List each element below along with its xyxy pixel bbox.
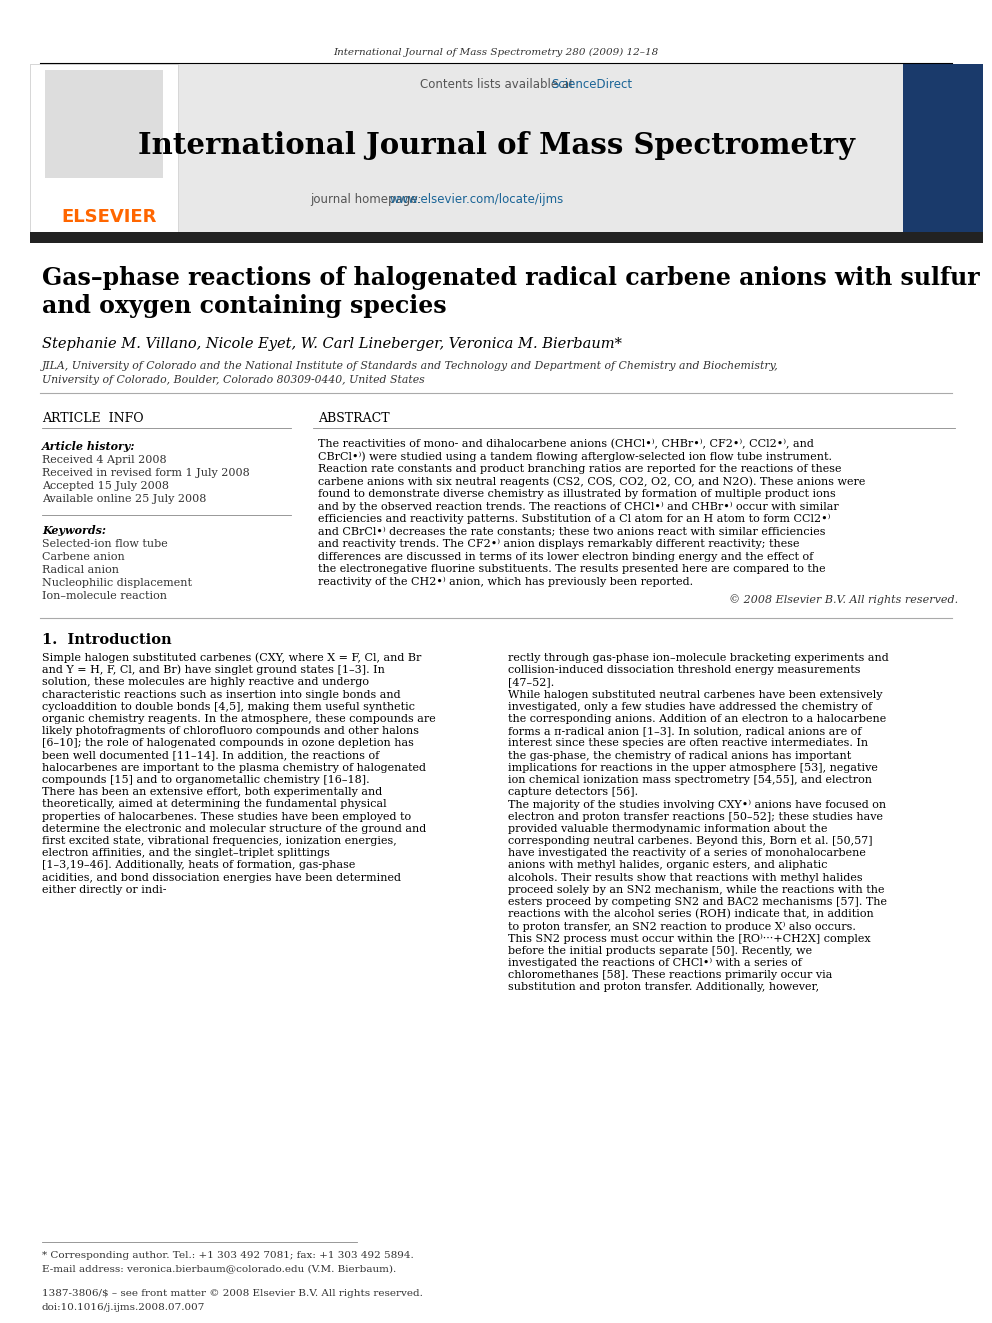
Text: determine the electronic and molecular structure of the ground and: determine the electronic and molecular s… xyxy=(42,824,427,833)
Text: electron and proton transfer reactions [50–52]; these studies have: electron and proton transfer reactions [… xyxy=(508,811,883,822)
Text: journal homepage:: journal homepage: xyxy=(310,193,426,206)
Text: Contents lists available at: Contents lists available at xyxy=(420,78,577,90)
Text: investigated the reactions of CHCl•⁾ with a series of: investigated the reactions of CHCl•⁾ wit… xyxy=(508,958,802,968)
Text: Received 4 April 2008: Received 4 April 2008 xyxy=(42,455,167,464)
Text: rectly through gas-phase ion–molecule bracketing experiments and: rectly through gas-phase ion–molecule br… xyxy=(508,654,889,663)
Text: ELSEVIER: ELSEVIER xyxy=(62,208,157,226)
Text: The reactivities of mono- and dihalocarbene anions (CHCl•⁾, CHBr•⁾, CF2•⁾, CCl2•: The reactivities of mono- and dihalocarb… xyxy=(318,439,813,450)
Text: While halogen substituted neutral carbenes have been extensively: While halogen substituted neutral carben… xyxy=(508,689,883,700)
Text: There has been an extensive effort, both experimentally and: There has been an extensive effort, both… xyxy=(42,787,382,798)
Text: and oxygen containing species: and oxygen containing species xyxy=(42,294,446,318)
Text: Keywords:: Keywords: xyxy=(42,524,106,536)
Text: organic chemistry reagents. In the atmosphere, these compounds are: organic chemistry reagents. In the atmos… xyxy=(42,714,435,724)
Text: ABSTRACT: ABSTRACT xyxy=(318,411,390,425)
Text: Gas–phase reactions of halogenated radical carbene anions with sulfur: Gas–phase reactions of halogenated radic… xyxy=(42,266,980,290)
Text: the electronegative fluorine substituents. The results presented here are compar: the electronegative fluorine substituent… xyxy=(318,564,825,574)
Text: solution, these molecules are highly reactive and undergo: solution, these molecules are highly rea… xyxy=(42,677,369,688)
Text: investigated, only a few studies have addressed the chemistry of: investigated, only a few studies have ad… xyxy=(508,701,872,712)
Text: found to demonstrate diverse chemistry as illustrated by formation of multiple p: found to demonstrate diverse chemistry a… xyxy=(318,490,835,499)
Text: Carbene anion: Carbene anion xyxy=(42,552,125,562)
Text: interest since these species are often reactive intermediates. In: interest since these species are often r… xyxy=(508,738,868,749)
Text: implications for reactions in the upper atmosphere [53], negative: implications for reactions in the upper … xyxy=(508,763,878,773)
Text: before the initial products separate [50]. Recently, we: before the initial products separate [50… xyxy=(508,946,812,955)
Text: * Corresponding author. Tel.: +1 303 492 7081; fax: +1 303 492 5894.: * Corresponding author. Tel.: +1 303 492… xyxy=(42,1252,414,1261)
Text: alcohols. Their results show that reactions with methyl halides: alcohols. Their results show that reacti… xyxy=(508,873,863,882)
Bar xyxy=(30,232,983,243)
Text: corresponding neutral carbenes. Beyond this, Born et al. [50,57]: corresponding neutral carbenes. Beyond t… xyxy=(508,836,873,845)
Text: theoretically, aimed at determining the fundamental physical: theoretically, aimed at determining the … xyxy=(42,799,387,810)
Text: The majority of the studies involving CXY•⁾ anions have focused on: The majority of the studies involving CX… xyxy=(508,799,886,810)
Text: compounds [15] and to organometallic chemistry [16–18].: compounds [15] and to organometallic che… xyxy=(42,775,370,785)
Text: CBrCl•⁾) were studied using a tandem flowing afterglow-selected ion flow tube in: CBrCl•⁾) were studied using a tandem flo… xyxy=(318,451,832,462)
Text: forms a π-radical anion [1–3]. In solution, radical anions are of: forms a π-radical anion [1–3]. In soluti… xyxy=(508,726,861,736)
Text: Available online 25 July 2008: Available online 25 July 2008 xyxy=(42,493,206,504)
Text: Article history:: Article history: xyxy=(42,441,136,451)
Text: Stephanie M. Villano, Nicole Eyet, W. Carl Lineberger, Veronica M. Bierbaum*: Stephanie M. Villano, Nicole Eyet, W. Ca… xyxy=(42,337,622,351)
Text: cycloaddition to double bonds [4,5], making them useful synthetic: cycloaddition to double bonds [4,5], mak… xyxy=(42,701,415,712)
Text: efficiencies and reactivity patterns. Substitution of a Cl atom for an H atom to: efficiencies and reactivity patterns. Su… xyxy=(318,513,830,524)
Text: the corresponding anions. Addition of an electron to a halocarbene: the corresponding anions. Addition of an… xyxy=(508,714,886,724)
Bar xyxy=(45,70,163,179)
Text: differences are discussed in terms of its lower electron binding energy and the : differences are discussed in terms of it… xyxy=(318,552,813,561)
Text: [47–52].: [47–52]. xyxy=(508,677,555,688)
Text: capture detectors [56].: capture detectors [56]. xyxy=(508,787,638,798)
Text: ion chemical ionization mass spectrometry [54,55], and electron: ion chemical ionization mass spectrometr… xyxy=(508,775,872,785)
Text: and by the observed reaction trends. The reactions of CHCl•⁾ and CHBr•⁾ occur wi: and by the observed reaction trends. The… xyxy=(318,501,839,512)
Text: 1387-3806/$ – see front matter © 2008 Elsevier B.V. All rights reserved.: 1387-3806/$ – see front matter © 2008 El… xyxy=(42,1290,423,1298)
Text: International Journal of Mass Spectrometry 280 (2009) 12–18: International Journal of Mass Spectromet… xyxy=(333,48,659,57)
Text: first excited state, vibrational frequencies, ionization energies,: first excited state, vibrational frequen… xyxy=(42,836,397,845)
Text: proceed solely by an SN2 mechanism, while the reactions with the: proceed solely by an SN2 mechanism, whil… xyxy=(508,885,885,894)
Text: Simple halogen substituted carbenes (CXY, where X = F, Cl, and Br: Simple halogen substituted carbenes (CXY… xyxy=(42,652,422,663)
Text: either directly or indi-: either directly or indi- xyxy=(42,885,167,894)
Text: characteristic reactions such as insertion into single bonds and: characteristic reactions such as inserti… xyxy=(42,689,401,700)
Text: ARTICLE  INFO: ARTICLE INFO xyxy=(42,411,144,425)
Text: provided valuable thermodynamic information about the: provided valuable thermodynamic informat… xyxy=(508,824,827,833)
Text: acidities, and bond dissociation energies have been determined: acidities, and bond dissociation energie… xyxy=(42,873,401,882)
Text: and Y = H, F, Cl, and Br) have singlet ground states [1–3]. In: and Y = H, F, Cl, and Br) have singlet g… xyxy=(42,665,385,676)
Text: halocarbenes are important to the plasma chemistry of halogenated: halocarbenes are important to the plasma… xyxy=(42,763,426,773)
Text: www.elsevier.com/locate/ijms: www.elsevier.com/locate/ijms xyxy=(389,193,563,206)
Text: likely photofragments of chlorofluoro compounds and other halons: likely photofragments of chlorofluoro co… xyxy=(42,726,419,736)
Text: reactivity of the CH2•⁾ anion, which has previously been reported.: reactivity of the CH2•⁾ anion, which has… xyxy=(318,577,693,586)
Text: Radical anion: Radical anion xyxy=(42,565,119,576)
Text: © 2008 Elsevier B.V. All rights reserved.: © 2008 Elsevier B.V. All rights reserved… xyxy=(729,594,958,606)
Text: ScienceDirect: ScienceDirect xyxy=(552,78,633,90)
Text: and reactivity trends. The CF2•⁾ anion displays remarkably different reactivity;: and reactivity trends. The CF2•⁾ anion d… xyxy=(318,538,800,549)
Text: anions with methyl halides, organic esters, and aliphatic: anions with methyl halides, organic este… xyxy=(508,860,827,871)
Text: [6–10]; the role of halogenated compounds in ozone depletion has: [6–10]; the role of halogenated compound… xyxy=(42,738,414,749)
Bar xyxy=(30,64,178,232)
Text: Nucleophilic displacement: Nucleophilic displacement xyxy=(42,578,192,587)
Text: International Journal of Mass Spectrometry: International Journal of Mass Spectromet… xyxy=(138,131,854,160)
Text: reactions with the alcohol series (ROH) indicate that, in addition: reactions with the alcohol series (ROH) … xyxy=(508,909,874,919)
Text: Received in revised form 1 July 2008: Received in revised form 1 July 2008 xyxy=(42,468,250,478)
Text: properties of halocarbenes. These studies have been employed to: properties of halocarbenes. These studie… xyxy=(42,811,411,822)
Text: collision-induced dissociation threshold energy measurements: collision-induced dissociation threshold… xyxy=(508,665,860,675)
Text: carbene anions with six neutral reagents (CS2, COS, CO2, O2, CO, and N2O). These: carbene anions with six neutral reagents… xyxy=(318,476,865,487)
Bar xyxy=(903,64,983,232)
Text: Ion–molecule reaction: Ion–molecule reaction xyxy=(42,591,167,601)
Text: electron affinities, and the singlet–triplet splittings: electron affinities, and the singlet–tri… xyxy=(42,848,330,859)
Bar xyxy=(30,64,903,232)
Text: University of Colorado, Boulder, Colorado 80309-0440, United States: University of Colorado, Boulder, Colorad… xyxy=(42,374,425,385)
Text: JILA, University of Colorado and the National Institute of Standards and Technol: JILA, University of Colorado and the Nat… xyxy=(42,361,779,370)
Text: doi:10.1016/j.ijms.2008.07.007: doi:10.1016/j.ijms.2008.07.007 xyxy=(42,1303,205,1312)
Text: been well documented [11–14]. In addition, the reactions of: been well documented [11–14]. In additio… xyxy=(42,750,379,761)
Text: substitution and proton transfer. Additionally, however,: substitution and proton transfer. Additi… xyxy=(508,983,819,992)
Text: [1–3,19–46]. Additionally, heats of formation, gas-phase: [1–3,19–46]. Additionally, heats of form… xyxy=(42,860,355,871)
Text: This SN2 process must occur within the [RO⁾···+CH2X] complex: This SN2 process must occur within the [… xyxy=(508,934,871,943)
Text: the gas-phase, the chemistry of radical anions has important: the gas-phase, the chemistry of radical … xyxy=(508,750,851,761)
Text: have investigated the reactivity of a series of monohalocarbene: have investigated the reactivity of a se… xyxy=(508,848,866,859)
Text: Selected-ion flow tube: Selected-ion flow tube xyxy=(42,538,168,549)
Text: esters proceed by competing SN2 and BAC2 mechanisms [57]. The: esters proceed by competing SN2 and BAC2… xyxy=(508,897,887,908)
Text: Accepted 15 July 2008: Accepted 15 July 2008 xyxy=(42,482,169,491)
Text: and CBrCl•⁾ decreases the rate constants; these two anions react with similar ef: and CBrCl•⁾ decreases the rate constants… xyxy=(318,527,825,537)
Text: chloromethanes [58]. These reactions primarily occur via: chloromethanes [58]. These reactions pri… xyxy=(508,970,832,980)
Text: Reaction rate constants and product branching ratios are reported for the reacti: Reaction rate constants and product bran… xyxy=(318,464,841,474)
Text: 1.  Introduction: 1. Introduction xyxy=(42,632,172,647)
Text: E-mail address: veronica.bierbaum@colorado.edu (V.M. Bierbaum).: E-mail address: veronica.bierbaum@colora… xyxy=(42,1265,396,1274)
Text: to proton transfer, an SN2 reaction to produce X⁾ also occurs.: to proton transfer, an SN2 reaction to p… xyxy=(508,921,856,931)
